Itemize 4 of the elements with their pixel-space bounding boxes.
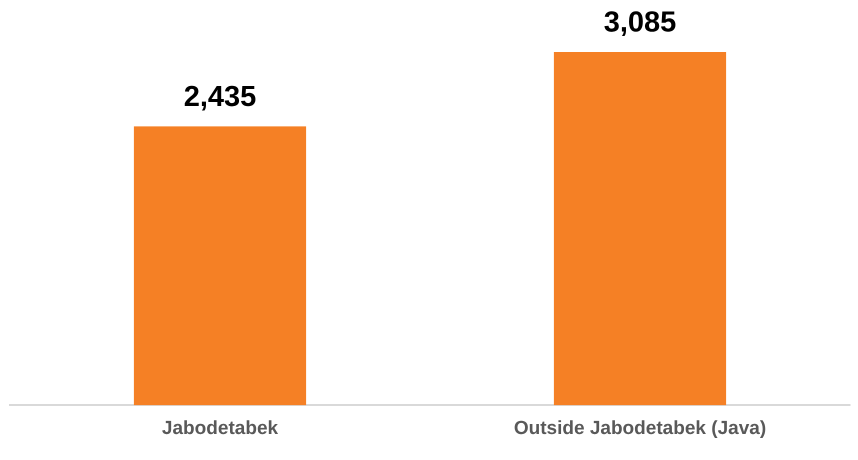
data-label: 3,085 <box>604 6 676 38</box>
x-tick-label: Jabodetabek <box>162 418 279 439</box>
x-tick-label: Outside Jabodetabek (Java) <box>514 418 766 439</box>
data-label: 2,435 <box>184 80 256 113</box>
